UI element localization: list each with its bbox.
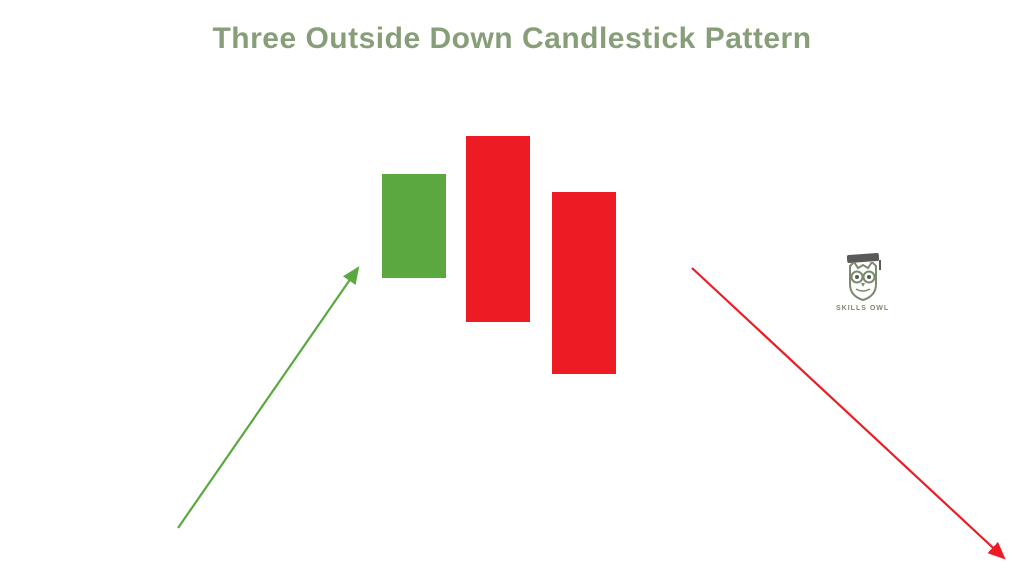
candle-2 xyxy=(466,136,530,322)
candle-1 xyxy=(382,174,446,278)
brand-name: SKILLS OWL xyxy=(836,305,889,312)
page-title: Three Outside Down Candlestick Pattern xyxy=(0,22,1024,56)
brand-logo: SKILLS OWL xyxy=(836,254,889,312)
candle-3 xyxy=(552,192,616,374)
owl-icon xyxy=(844,262,882,302)
